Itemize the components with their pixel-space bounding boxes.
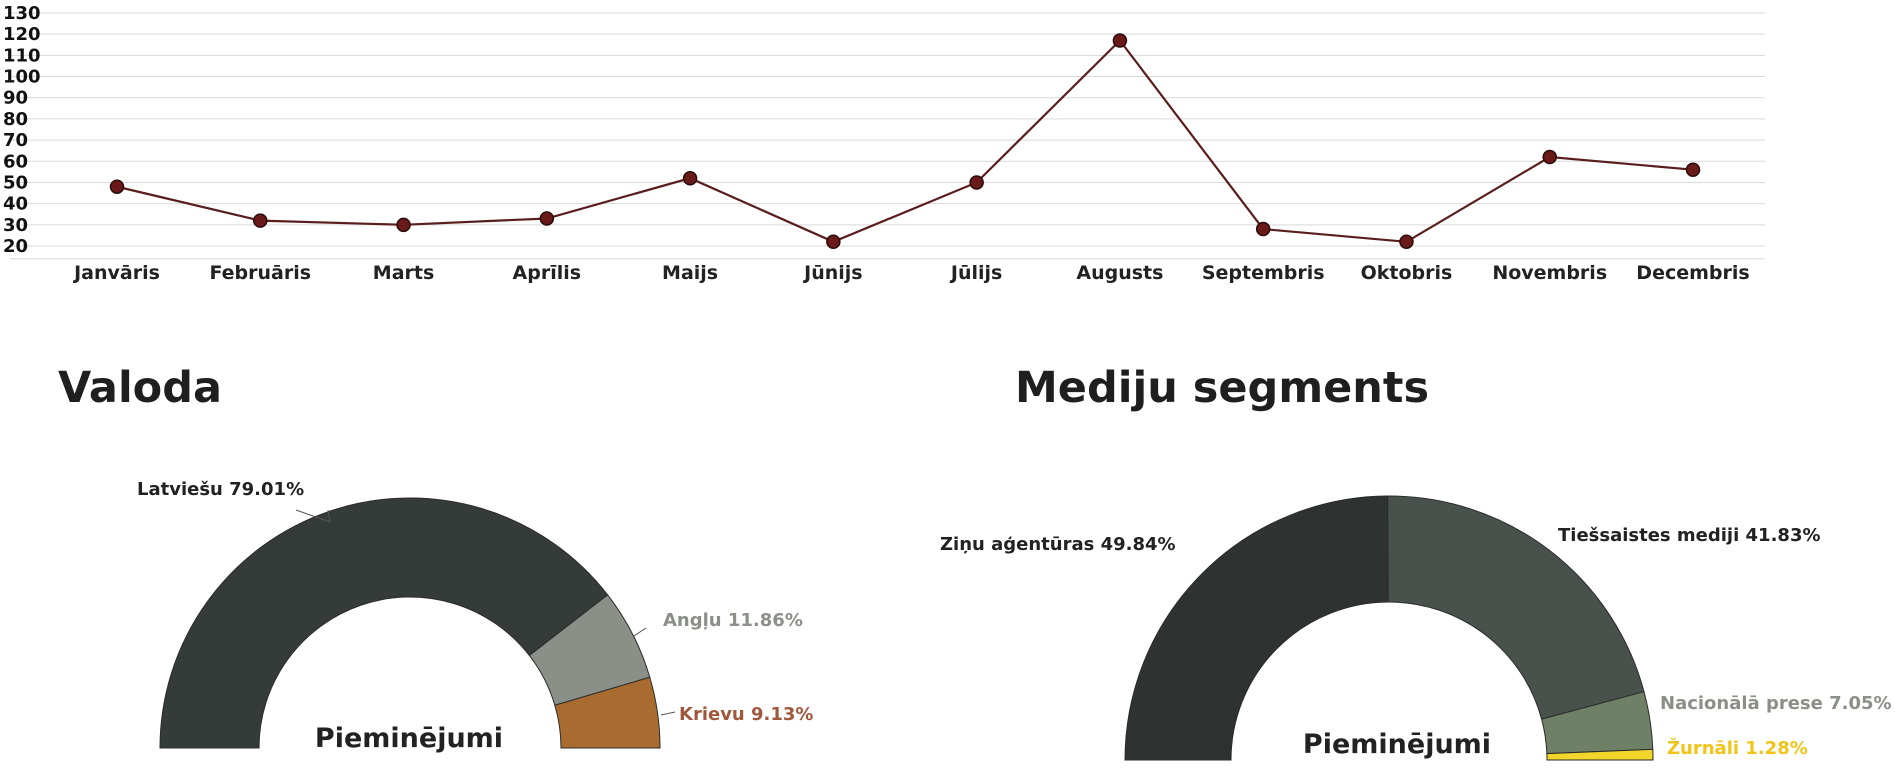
language-semi-donut-chart: Valoda Latviešu 79.01% Angļu 11.86% Krievu… <box>58 363 813 754</box>
donut-slice <box>159 497 609 749</box>
line-point <box>253 213 268 228</box>
donut-slice-label: Žurnāli 1.28% <box>1667 737 1808 759</box>
donut-slice-label: Krievu 9.13% <box>679 704 813 725</box>
y-tick-label: 60 <box>3 151 28 172</box>
x-tick-label: Jūlijs <box>949 262 1002 284</box>
line-point <box>682 170 698 186</box>
line-point <box>1399 234 1414 250</box>
donut-slice-label: Ziņu aģentūras 49.84% <box>940 534 1176 555</box>
media-segment-donut-labels: Ziņu aģentūras 49.84% Tiešsaistes mediji … <box>940 525 1892 759</box>
line-point <box>1542 149 1557 165</box>
y-tick-label: 100 <box>3 67 41 88</box>
y-tick-label: 130 <box>3 3 41 24</box>
language-donut-center-label: Pieminējumi <box>315 723 503 754</box>
x-tick-label: Marts <box>373 262 435 284</box>
donut-slice-label: Nacionālā prese 7.05% <box>1660 693 1892 714</box>
y-tick-label: 80 <box>3 109 28 130</box>
x-tick-label: Novembris <box>1492 262 1607 284</box>
donut-slice <box>1546 748 1654 761</box>
y-tick-label: 20 <box>3 236 28 257</box>
y-tick-label: 50 <box>3 172 28 193</box>
y-tick-label: 30 <box>3 215 28 236</box>
line-point <box>969 175 984 190</box>
language-section-title: Valoda <box>58 363 222 413</box>
line-point <box>1255 221 1271 237</box>
media-segment-semi-donut-chart: Mediju segments Ziņu aģentūras 49.84% Tie… <box>940 363 1892 761</box>
line-series-points <box>109 33 1701 250</box>
donut-label-leader <box>295 509 331 523</box>
x-tick-label: Aprīlis <box>513 262 582 284</box>
donut-label-leader <box>633 627 647 637</box>
line-point <box>396 217 411 233</box>
line-point <box>1685 162 1701 177</box>
line-point <box>1112 33 1128 48</box>
x-tick-label: Septembris <box>1202 262 1325 284</box>
y-tick-label: 70 <box>3 130 28 151</box>
y-tick-label: 110 <box>3 45 41 66</box>
x-tick-label: Decembris <box>1636 262 1749 284</box>
line-chart-x-axis: Janvāris Februāris Marts Aprīlis Maijs Jūnijs… <box>72 262 1750 284</box>
media-segment-donut-center-label: Pieminējumi <box>1303 729 1491 760</box>
media-segment-section-title: Mediju segments <box>1015 363 1429 413</box>
media-segment-donut-slices <box>1124 495 1654 761</box>
x-tick-label: Augusts <box>1076 262 1163 284</box>
x-tick-label: Februāris <box>209 262 311 284</box>
x-tick-label: Oktobris <box>1361 262 1453 284</box>
donut-slice <box>554 676 661 749</box>
language-donut-slices <box>159 497 661 749</box>
x-tick-label: Janvāris <box>72 262 160 284</box>
donut-slice <box>1387 495 1645 720</box>
y-tick-label: 90 <box>3 88 28 109</box>
x-tick-label: Jūnijs <box>802 262 862 284</box>
donut-slice-label: Latviešu 79.01% <box>137 479 304 500</box>
line-chart-grid <box>10 12 1765 260</box>
donut-slice-label: Angļu 11.86% <box>663 610 803 631</box>
donut-slice-label: Tiešsaistes mediji 41.83% <box>1558 525 1821 546</box>
language-donut-labels: Latviešu 79.01% Angļu 11.86% Krievu 9.13% <box>137 479 813 725</box>
line-point <box>826 234 841 250</box>
y-tick-label: 40 <box>3 194 28 215</box>
donut-slice <box>1124 495 1389 761</box>
y-tick-label: 120 <box>3 24 41 45</box>
line-point <box>109 179 125 194</box>
line-series-path <box>116 38 1694 243</box>
donut-label-leader <box>660 711 676 716</box>
line-point <box>539 211 555 226</box>
x-tick-label: Maijs <box>662 262 718 284</box>
